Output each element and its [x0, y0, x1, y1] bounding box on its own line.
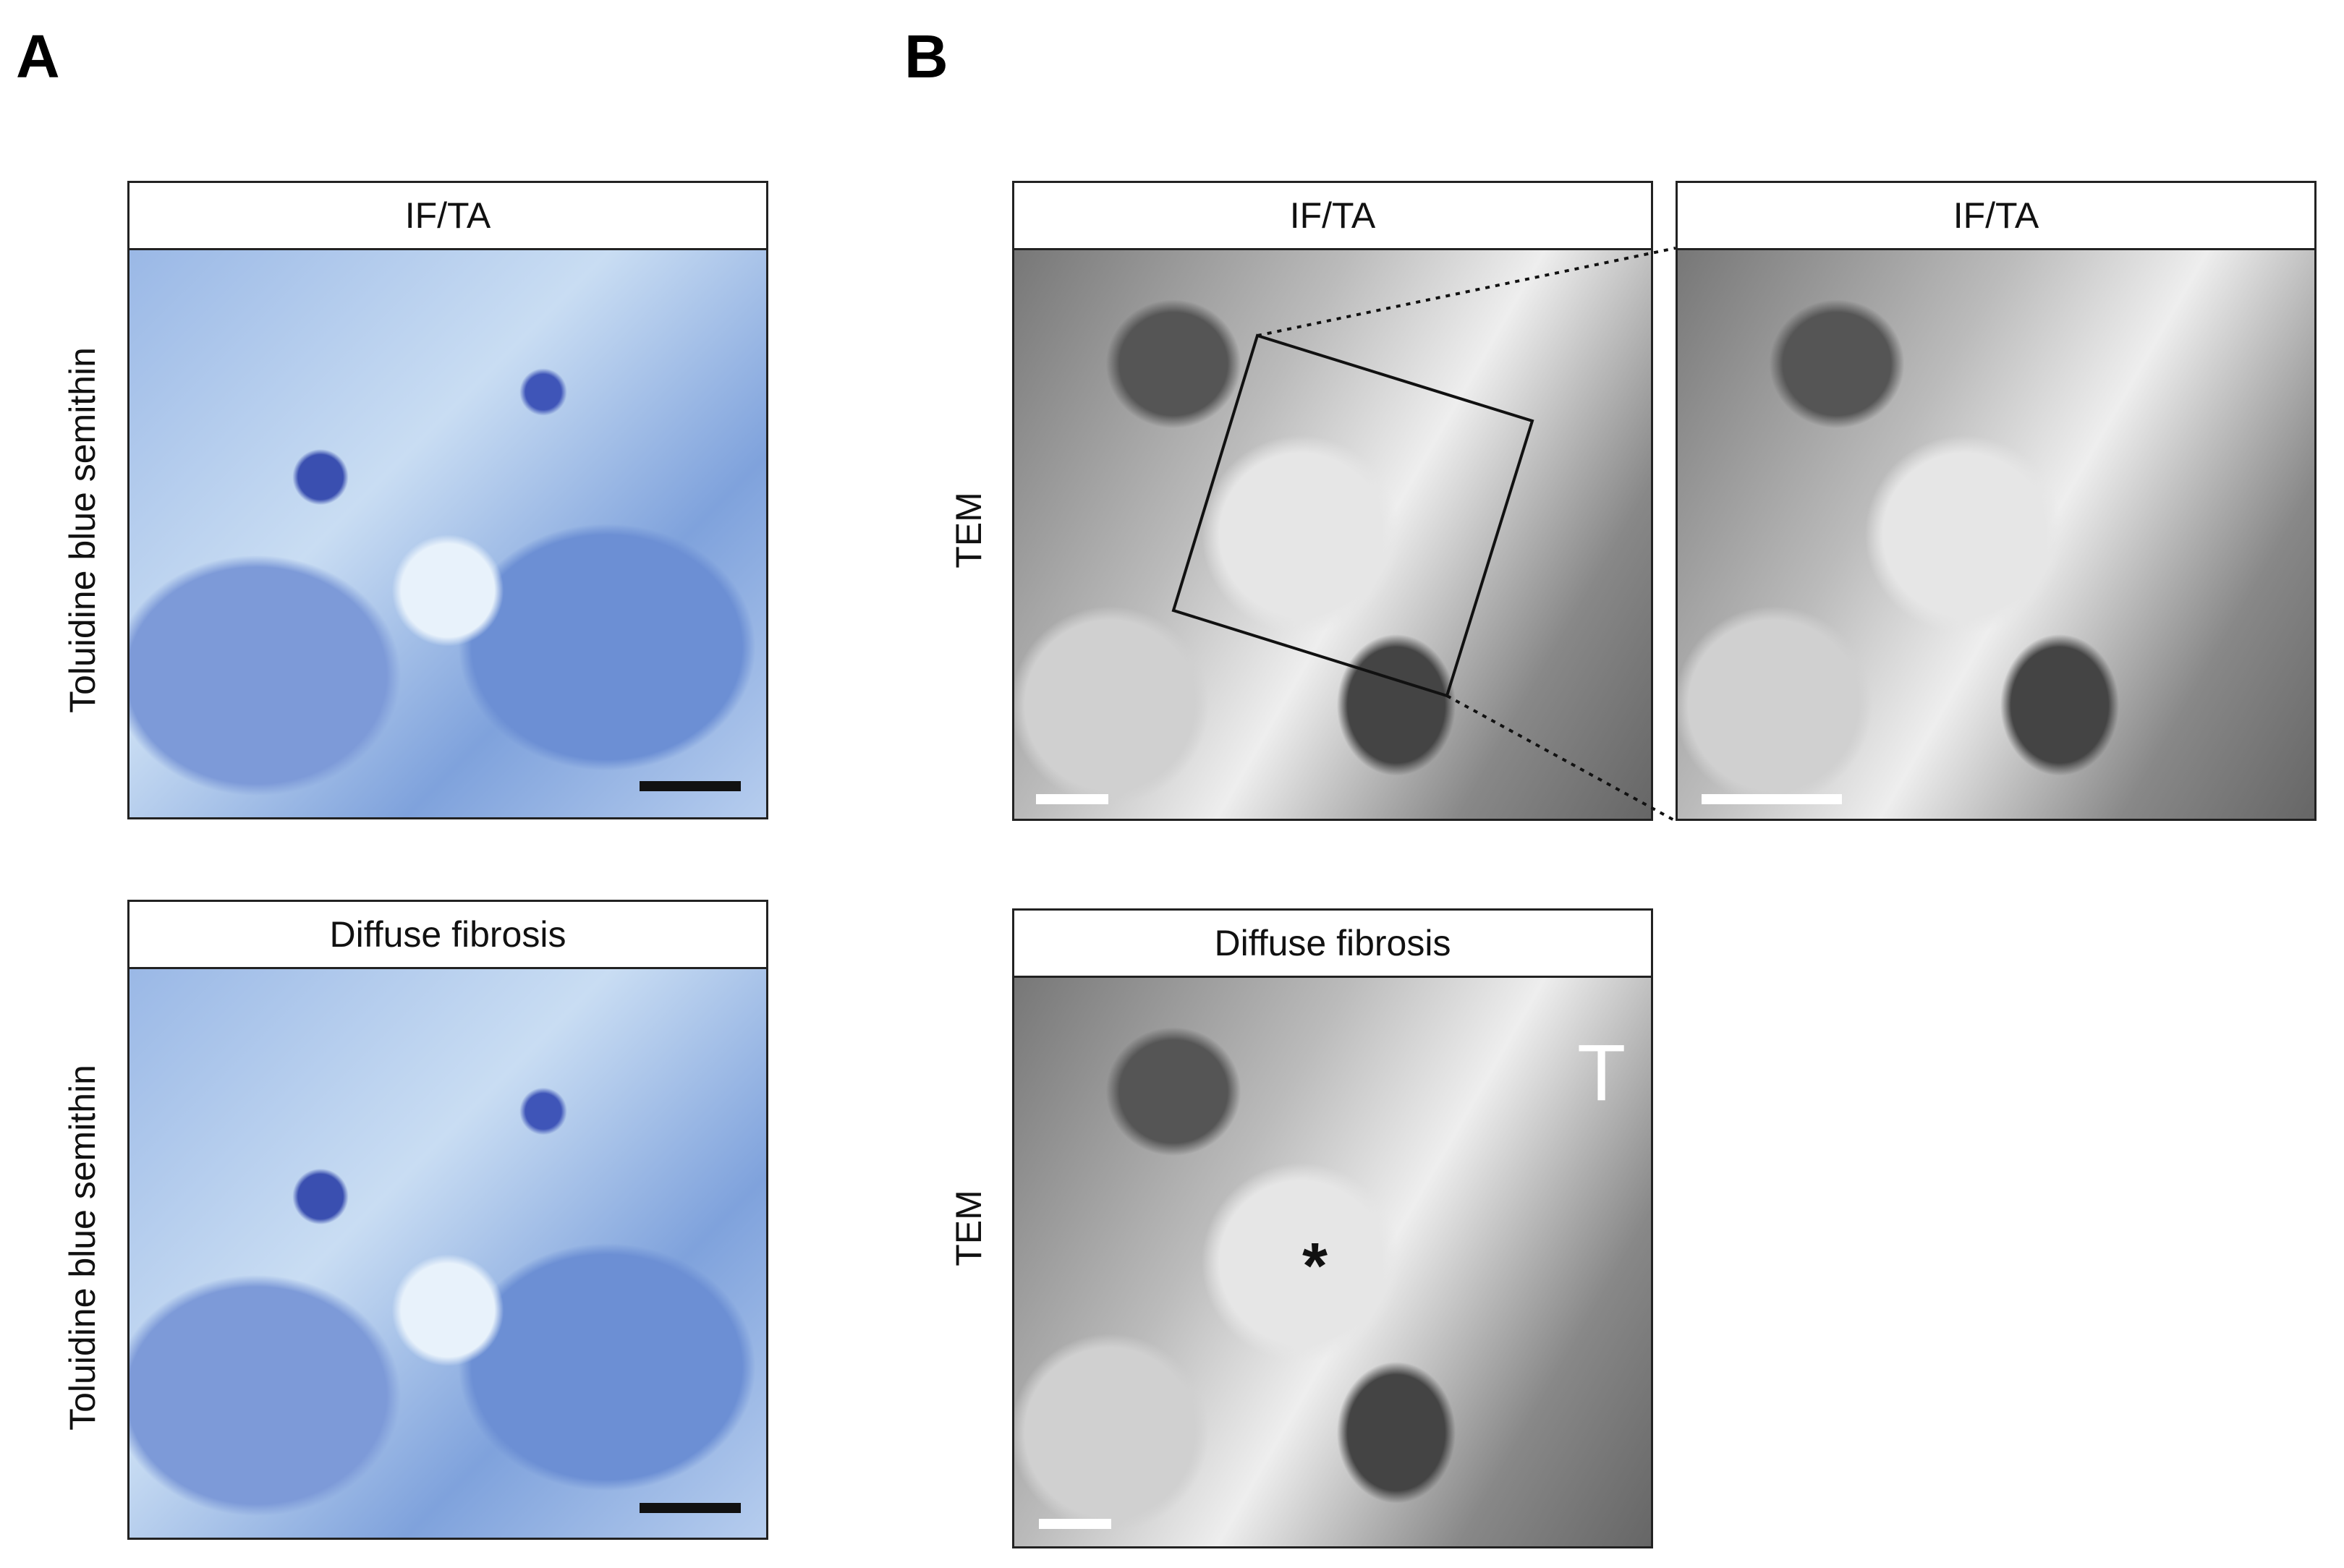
micrograph — [1012, 248, 1653, 821]
scale-bar — [640, 781, 741, 791]
micrograph — [1012, 976, 1653, 1548]
annotation: T — [1577, 1028, 1626, 1117]
zoom-line — [1446, 694, 1676, 822]
scale-bar — [640, 1503, 741, 1513]
scale-bar — [1039, 1519, 1111, 1529]
zoom-line — [1257, 247, 1676, 337]
annotation: * — [1302, 1230, 1328, 1303]
micrograph — [127, 967, 768, 1540]
panel-label: B — [904, 22, 948, 90]
zoom-box — [1171, 333, 1534, 698]
panel-label: A — [16, 22, 60, 90]
micrograph — [127, 248, 768, 819]
scale-bar — [1702, 794, 1842, 804]
scale-bar — [1036, 794, 1108, 804]
micrograph — [1676, 248, 2317, 821]
panel-header: IF/TA — [1676, 181, 2317, 250]
